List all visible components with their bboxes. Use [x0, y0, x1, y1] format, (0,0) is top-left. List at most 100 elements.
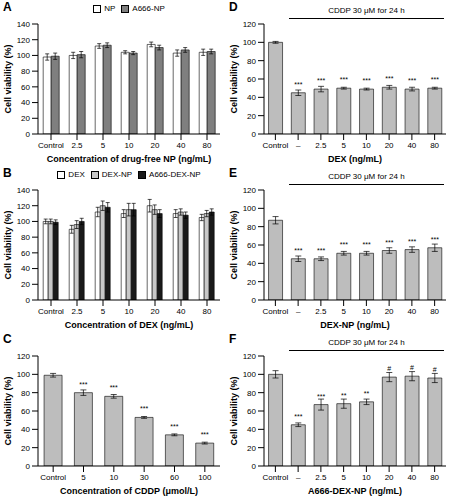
svg-text:10: 10 — [125, 307, 134, 316]
svg-text:Control: Control — [40, 473, 66, 482]
svg-text:60: 60 — [170, 473, 179, 482]
svg-text:20: 20 — [247, 444, 256, 453]
svg-text:***: *** — [385, 75, 393, 82]
svg-text:100: 100 — [243, 370, 257, 379]
svg-text:10: 10 — [362, 473, 371, 482]
svg-text:5: 5 — [341, 141, 346, 150]
svg-text:100: 100 — [243, 38, 257, 47]
svg-text:60: 60 — [21, 407, 30, 416]
svg-text:140: 140 — [17, 186, 31, 195]
svg-text:Control: Control — [262, 141, 288, 150]
svg-text:#: # — [433, 366, 437, 373]
svg-text:5: 5 — [81, 473, 86, 482]
svg-text:40: 40 — [247, 93, 256, 102]
svg-text:Cell viability (%): Cell viability (%) — [8, 44, 13, 113]
svg-text:20: 20 — [151, 307, 160, 316]
svg-text:2.5: 2.5 — [315, 141, 327, 150]
svg-text:***: *** — [431, 236, 439, 243]
svg-text:Control: Control — [262, 307, 288, 316]
svg-text:40: 40 — [177, 307, 186, 316]
svg-text:2.5: 2.5 — [315, 473, 327, 482]
svg-text:40: 40 — [21, 425, 30, 434]
svg-text:Concentration of DEX (ng/mL): Concentration of DEX (ng/mL) — [65, 320, 194, 330]
svg-text:120: 120 — [243, 186, 257, 195]
svg-text:20: 20 — [151, 141, 160, 150]
svg-text:120: 120 — [17, 202, 31, 211]
svg-text:***: *** — [317, 247, 325, 254]
svg-text:100: 100 — [243, 204, 257, 213]
svg-text:***: *** — [340, 76, 348, 83]
svg-text:Cell viability (%): Cell viability (%) — [8, 210, 13, 279]
svg-text:Control: Control — [38, 307, 64, 316]
svg-text:120: 120 — [243, 352, 257, 361]
svg-text:10: 10 — [125, 141, 134, 150]
svg-text:120: 120 — [17, 36, 31, 45]
svg-text:Control: Control — [38, 141, 64, 150]
svg-text:A666-DEX-NP (ng/mL): A666-DEX-NP (ng/mL) — [308, 486, 402, 496]
svg-text:***: *** — [79, 381, 87, 388]
svg-text:0: 0 — [252, 462, 257, 471]
svg-text:***: *** — [294, 81, 302, 88]
svg-text:80: 80 — [203, 307, 212, 316]
svg-text:Cell viability (%): Cell viability (%) — [229, 210, 239, 279]
svg-text:Control: Control — [262, 473, 288, 482]
svg-text:***: *** — [294, 413, 302, 420]
svg-text:Cell viability (%): Cell viability (%) — [8, 376, 13, 445]
svg-text:40: 40 — [407, 307, 416, 316]
svg-text:20: 20 — [21, 444, 30, 453]
svg-text:***: *** — [201, 431, 209, 438]
svg-text:40: 40 — [247, 425, 256, 434]
svg-text:–: – — [296, 473, 301, 482]
svg-text:***: *** — [140, 405, 148, 412]
svg-text:80: 80 — [430, 473, 439, 482]
svg-text:***: *** — [317, 77, 325, 84]
svg-text:***: *** — [385, 239, 393, 246]
svg-text:30: 30 — [140, 473, 149, 482]
svg-text:Concentration of drug-free NP: Concentration of drug-free NP (ng/mL) — [47, 154, 211, 164]
svg-text:#: # — [410, 364, 414, 371]
svg-text:40: 40 — [247, 259, 256, 268]
svg-text:0: 0 — [252, 296, 257, 305]
svg-text:20: 20 — [385, 473, 394, 482]
svg-text:120: 120 — [17, 352, 31, 361]
svg-text:–: – — [296, 307, 301, 316]
svg-text:–: – — [296, 141, 301, 150]
svg-text:20: 20 — [247, 278, 256, 287]
svg-text:80: 80 — [247, 223, 256, 232]
svg-text:80: 80 — [21, 233, 30, 242]
svg-text:5: 5 — [341, 473, 346, 482]
svg-text:Cell viability (%): Cell viability (%) — [229, 376, 239, 445]
svg-text:DEX (ng/mL): DEX (ng/mL) — [328, 154, 382, 164]
svg-text:40: 40 — [21, 264, 30, 273]
svg-text:***: *** — [408, 77, 416, 84]
svg-text:***: *** — [340, 241, 348, 248]
svg-text:**: ** — [364, 390, 370, 397]
svg-text:140: 140 — [17, 20, 31, 29]
svg-text:60: 60 — [247, 241, 256, 250]
svg-text:0: 0 — [26, 462, 31, 471]
svg-text:80: 80 — [21, 389, 30, 398]
svg-text:5: 5 — [101, 141, 106, 150]
svg-text:***: *** — [408, 238, 416, 245]
svg-text:***: *** — [317, 393, 325, 400]
svg-text:40: 40 — [177, 141, 186, 150]
svg-text:2.5: 2.5 — [71, 307, 83, 316]
svg-text:80: 80 — [247, 389, 256, 398]
svg-text:100: 100 — [17, 370, 31, 379]
svg-text:2.5: 2.5 — [315, 307, 327, 316]
svg-text:***: *** — [362, 241, 370, 248]
svg-text:80: 80 — [21, 67, 30, 76]
svg-text:80: 80 — [430, 307, 439, 316]
svg-text:20: 20 — [385, 307, 394, 316]
svg-text:10: 10 — [109, 473, 118, 482]
svg-text:0: 0 — [26, 296, 31, 305]
svg-text:0: 0 — [252, 130, 257, 139]
svg-text:***: *** — [294, 247, 302, 254]
svg-text:120: 120 — [243, 20, 257, 29]
svg-text:20: 20 — [21, 114, 30, 123]
svg-text:***: *** — [431, 76, 439, 83]
svg-text:#: # — [387, 365, 391, 372]
svg-text:40: 40 — [21, 98, 30, 107]
svg-text:60: 60 — [21, 249, 30, 258]
svg-text:***: *** — [362, 77, 370, 84]
